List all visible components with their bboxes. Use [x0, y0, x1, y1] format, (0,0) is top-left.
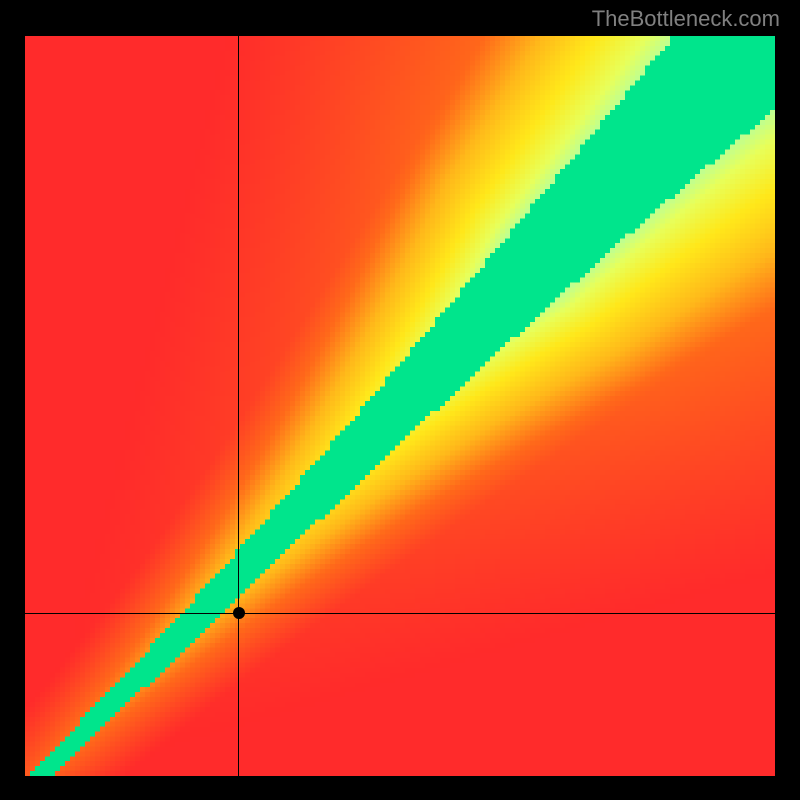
crosshair-vertical — [238, 36, 239, 776]
crosshair-horizontal — [25, 613, 775, 614]
watermark-text: TheBottleneck.com — [592, 6, 780, 32]
heatmap-plot — [25, 36, 775, 776]
heatmap-canvas — [25, 36, 775, 776]
intersection-marker — [233, 607, 245, 619]
